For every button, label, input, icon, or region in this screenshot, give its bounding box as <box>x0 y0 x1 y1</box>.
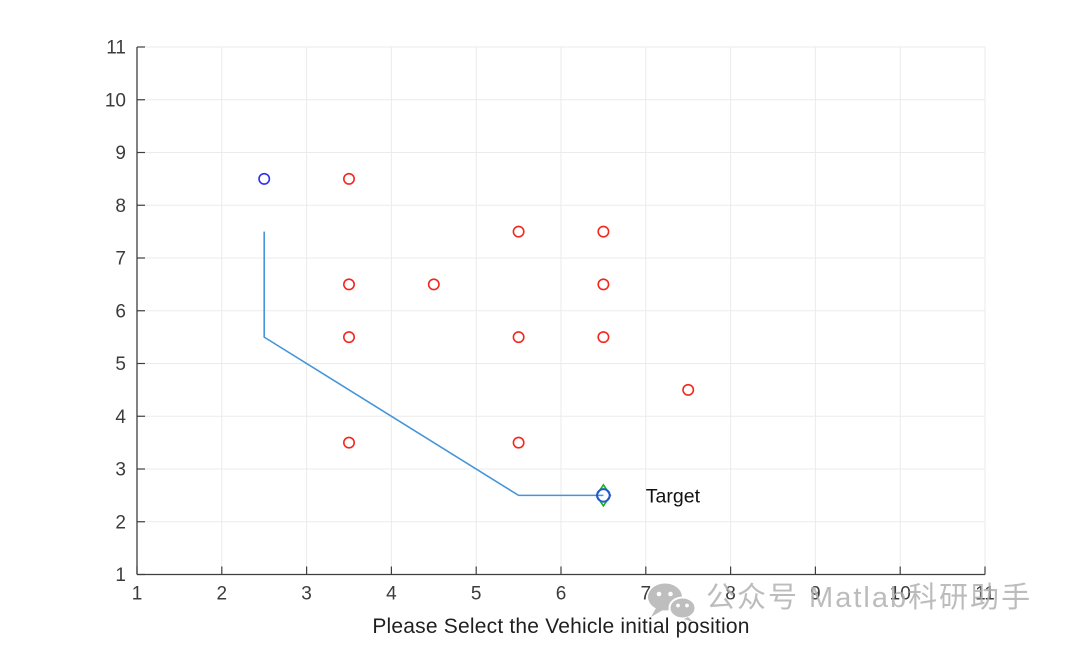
x-tick-label: 5 <box>471 584 482 605</box>
obstacle-markers <box>342 278 355 291</box>
x-tick-label: 6 <box>556 584 567 605</box>
y-tick-label: 11 <box>106 38 126 59</box>
x-tick-label: 3 <box>301 584 312 605</box>
y-tick-label: 3 <box>115 460 126 481</box>
obstacle-markers <box>682 383 695 396</box>
obstacle-markers <box>427 278 440 291</box>
obstacle-markers <box>512 436 525 449</box>
y-tick-label: 4 <box>115 407 126 428</box>
obstacle-markers <box>342 172 355 185</box>
x-tick-label: 10 <box>890 584 911 605</box>
y-tick-label: 10 <box>105 90 126 111</box>
obstacle-markers <box>597 278 610 291</box>
x-tick-label: 7 <box>641 584 652 605</box>
x-tick-label: 1 <box>132 584 143 605</box>
x-tick-label: 11 <box>975 584 995 605</box>
y-tick-label: 6 <box>115 301 126 322</box>
x-tick-label: 8 <box>725 584 736 605</box>
obstacle-markers <box>597 331 610 344</box>
y-tick-label: 8 <box>115 196 126 217</box>
start-marker <box>258 172 271 185</box>
obstacle-markers <box>512 331 525 344</box>
y-tick-label: 2 <box>115 512 126 533</box>
x-axis-label: Please Select the Vehicle initial positi… <box>372 615 750 638</box>
annotation-label: Target <box>646 485 701 507</box>
y-tick-label: 1 <box>115 565 126 586</box>
x-tick-label: 9 <box>810 584 821 605</box>
x-tick-label: 4 <box>386 584 397 605</box>
obstacle-markers <box>342 436 355 449</box>
x-tick-label: 2 <box>217 584 228 605</box>
path-line <box>263 231 604 497</box>
obstacle-markers <box>342 331 355 344</box>
y-tick-label: 7 <box>115 249 126 270</box>
target-circle-marker <box>596 488 611 503</box>
y-tick-label: 5 <box>115 354 126 375</box>
y-tick-label: 9 <box>115 143 126 164</box>
obstacle-markers <box>597 225 610 238</box>
obstacle-markers <box>512 225 525 238</box>
